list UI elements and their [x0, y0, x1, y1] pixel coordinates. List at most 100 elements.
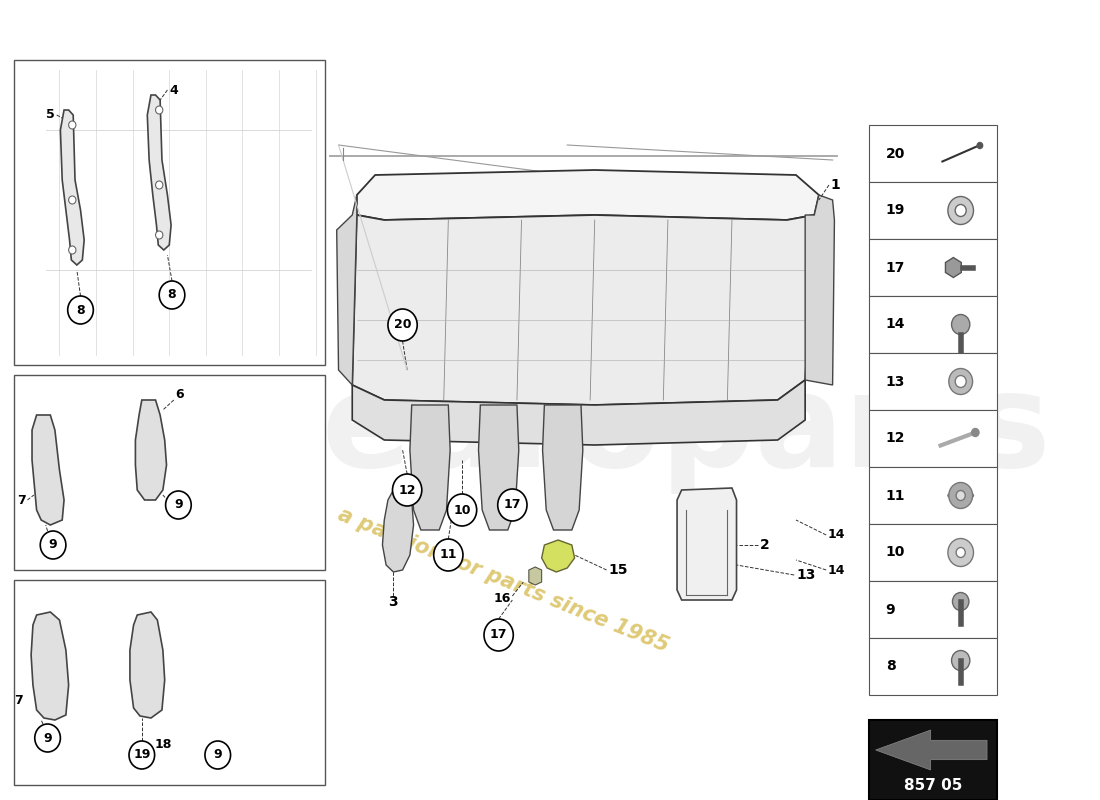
Text: 13: 13: [886, 374, 905, 389]
Text: 5: 5: [46, 109, 55, 122]
Circle shape: [68, 121, 76, 129]
Text: 11: 11: [886, 489, 905, 502]
Circle shape: [160, 281, 185, 309]
Circle shape: [68, 296, 94, 324]
Circle shape: [155, 181, 163, 189]
Text: 12: 12: [886, 431, 905, 446]
Circle shape: [948, 197, 974, 225]
Polygon shape: [542, 405, 583, 530]
Circle shape: [952, 314, 970, 334]
Bar: [869, 467, 998, 524]
Bar: [869, 581, 998, 638]
Polygon shape: [805, 195, 835, 385]
Text: 9: 9: [213, 749, 222, 762]
Ellipse shape: [948, 491, 974, 499]
Text: 17: 17: [504, 498, 521, 511]
Circle shape: [953, 593, 969, 610]
Text: 4: 4: [169, 83, 178, 97]
Polygon shape: [130, 612, 165, 718]
Text: 11: 11: [440, 549, 458, 562]
Circle shape: [68, 196, 76, 204]
Circle shape: [949, 369, 972, 394]
Text: 7: 7: [16, 494, 25, 506]
Text: 8: 8: [76, 303, 85, 317]
Text: 857 05: 857 05: [904, 778, 962, 794]
Text: 9: 9: [43, 731, 52, 745]
Text: 20: 20: [394, 318, 411, 331]
Text: 9: 9: [886, 602, 895, 617]
Circle shape: [977, 142, 982, 149]
Text: 14: 14: [886, 318, 905, 331]
Text: 10: 10: [453, 503, 471, 517]
Bar: [13, 580, 324, 785]
Bar: [869, 353, 998, 410]
Circle shape: [205, 741, 231, 769]
Text: 10: 10: [886, 546, 905, 559]
Bar: [869, 125, 998, 182]
Text: 17: 17: [490, 629, 507, 642]
Polygon shape: [678, 488, 737, 600]
Text: 2: 2: [759, 538, 769, 552]
Text: 19: 19: [133, 749, 151, 762]
Circle shape: [155, 106, 163, 114]
Circle shape: [393, 474, 421, 506]
Polygon shape: [135, 400, 166, 500]
Polygon shape: [529, 567, 541, 585]
Text: 17: 17: [886, 261, 905, 274]
Circle shape: [388, 309, 417, 341]
Text: 6: 6: [176, 389, 185, 402]
Circle shape: [952, 650, 970, 670]
Text: 13: 13: [796, 568, 815, 582]
Text: 7: 7: [14, 694, 23, 706]
Circle shape: [166, 491, 191, 519]
Polygon shape: [32, 415, 64, 525]
Polygon shape: [945, 258, 961, 278]
Text: 1: 1: [830, 178, 840, 192]
Bar: [869, 720, 998, 800]
Bar: [13, 375, 324, 570]
Circle shape: [129, 741, 155, 769]
Polygon shape: [352, 380, 805, 445]
Bar: [869, 182, 998, 239]
Text: a passion for parts since 1985: a passion for parts since 1985: [334, 504, 671, 656]
Circle shape: [484, 619, 514, 651]
Circle shape: [448, 494, 476, 526]
Polygon shape: [876, 730, 987, 770]
Text: 14: 14: [828, 563, 846, 577]
Bar: [869, 410, 998, 467]
Polygon shape: [60, 110, 85, 265]
Text: 14: 14: [828, 529, 846, 542]
Polygon shape: [410, 405, 450, 530]
Circle shape: [433, 539, 463, 571]
Text: 8: 8: [167, 289, 176, 302]
Circle shape: [955, 205, 966, 217]
Polygon shape: [352, 215, 814, 405]
Bar: [13, 60, 324, 365]
Text: 8: 8: [886, 659, 895, 674]
Text: 16: 16: [493, 591, 510, 605]
Polygon shape: [478, 405, 519, 530]
Polygon shape: [541, 540, 574, 572]
Circle shape: [956, 490, 966, 501]
Text: 12: 12: [398, 483, 416, 497]
Circle shape: [155, 231, 163, 239]
Bar: [869, 524, 998, 581]
Circle shape: [41, 531, 66, 559]
Circle shape: [949, 482, 972, 509]
Polygon shape: [356, 170, 818, 220]
Text: 9: 9: [174, 498, 183, 511]
Polygon shape: [147, 95, 172, 250]
Text: 15: 15: [608, 563, 628, 577]
Text: 9: 9: [48, 538, 57, 551]
Circle shape: [948, 538, 974, 566]
Polygon shape: [337, 195, 356, 385]
Circle shape: [956, 547, 966, 558]
Circle shape: [955, 375, 966, 387]
Bar: [869, 239, 998, 296]
Polygon shape: [31, 612, 68, 720]
Text: europarts: europarts: [321, 366, 1050, 494]
Bar: [869, 638, 998, 695]
Circle shape: [971, 429, 979, 437]
Text: 18: 18: [154, 738, 172, 751]
Text: 3: 3: [388, 595, 398, 609]
